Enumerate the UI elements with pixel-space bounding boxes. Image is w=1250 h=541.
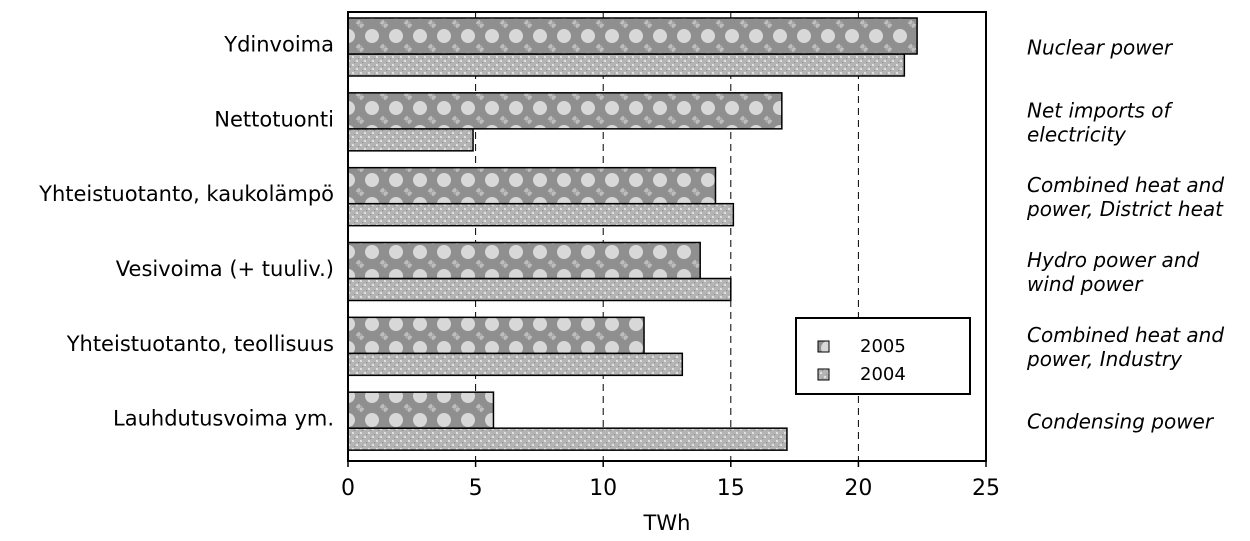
english-label: Condensing power (1027, 410, 1215, 434)
english-label: Hydro power and (1027, 248, 1199, 272)
bar-2005 (347, 241, 701, 280)
bar-2005 (347, 166, 717, 205)
x-tick-label: 5 (469, 476, 483, 501)
bars (347, 17, 918, 451)
english-label: power, District heat (1026, 197, 1224, 221)
x-tick-label: 15 (717, 476, 745, 501)
legend-label-2005: 2005 (860, 336, 906, 357)
bar-2005 (347, 391, 495, 429)
english-label: Combined heat and (1027, 323, 1224, 347)
legend-swatch-2004 (817, 368, 830, 381)
english-label: Net imports of (1027, 98, 1174, 122)
category-label: Nettotuonti (214, 107, 334, 131)
x-tick-label: 10 (589, 476, 617, 501)
category-label: Ydinvoima (223, 32, 334, 56)
bar-2004 (347, 277, 732, 302)
english-label: wind power (1027, 272, 1144, 296)
x-axis-title: TWh (643, 511, 691, 535)
x-tick-label: 20 (844, 476, 872, 501)
bar-2005 (347, 316, 645, 355)
english-label: power, Industry (1026, 347, 1183, 371)
bar-2004 (347, 427, 788, 451)
english-label: Nuclear power (1027, 35, 1174, 59)
plot-frame (347, 11, 987, 462)
bar-2004 (347, 53, 906, 77)
category-label: Lauhdutusvoima ym. (113, 407, 334, 431)
category-label: Yhteistuotanto, kaukolämpö (38, 182, 334, 206)
x-tick-label: 25 (972, 476, 1000, 501)
legend: 2005 2004 (795, 317, 971, 395)
english-label: electricity (1027, 122, 1127, 146)
legend-box (795, 317, 971, 395)
category-label: Vesivoima (+ tuuliv.) (116, 257, 334, 281)
x-axis: 0 5 10 15 20 25 (341, 461, 1000, 501)
bar-2005 (347, 92, 783, 130)
category-label: Yhteistuotanto, teollisuus (66, 332, 334, 356)
english-label: Combined heat and (1027, 173, 1224, 197)
category-labels: Ydinvoima Nettotuonti Yhteistuotanto, kauk… (38, 32, 334, 430)
bar-2005 (347, 17, 918, 55)
bar-2004 (347, 128, 474, 152)
legend-label-2004: 2004 (860, 364, 906, 385)
x-tick-label: 0 (341, 476, 355, 501)
legend-swatch-2005 (817, 340, 830, 353)
bar-2004 (347, 202, 735, 227)
bar-2004 (347, 352, 684, 377)
